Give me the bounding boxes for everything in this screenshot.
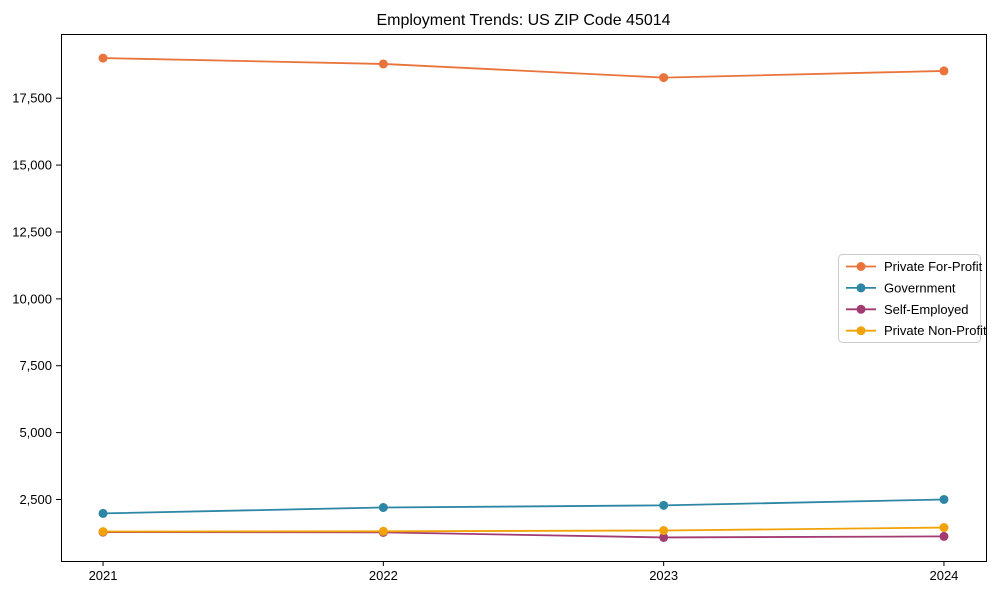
y-tick-label: 17,500 [12, 91, 52, 106]
legend-label: Private Non-Profit [884, 323, 987, 338]
legend-box [838, 254, 981, 343]
legend: Private For-Profit Government Self-Employe… [838, 254, 987, 343]
data-point-marker-private-non-profit [659, 526, 669, 536]
data-point-marker-government [378, 502, 388, 512]
y-tick-label: 7,500 [19, 358, 52, 373]
data-point-marker-government [939, 494, 949, 504]
legend-item: Private For-Profit [846, 259, 983, 274]
legend-marker [856, 326, 866, 336]
data-point-marker-private-non-profit [98, 527, 108, 537]
plot-frame [61, 34, 987, 562]
series-line-private-non-profit [103, 526, 944, 533]
x-tick-label: 2024 [929, 568, 958, 583]
data-point-marker-self-employed [939, 531, 949, 541]
legend-marker [856, 262, 866, 271]
legend-item: Government [846, 280, 956, 295]
series-line-self-employed [103, 531, 944, 539]
data-point-marker-private-for-profit [98, 53, 108, 63]
data-point-marker-self-employed [659, 532, 669, 542]
legend-marker [856, 283, 866, 293]
legend-item: Self-Employed [846, 302, 969, 317]
legend-item: Private Non-Profit [846, 323, 987, 338]
x-tick-label: 2023 [649, 568, 678, 583]
legend-label: Self-Employed [884, 302, 969, 317]
data-point-marker-private-for-profit [939, 66, 949, 76]
legend-label: Government [884, 280, 956, 295]
series-line-private-for-profit [103, 57, 944, 79]
legend-marker [856, 304, 866, 314]
data-point-marker-private-for-profit [659, 73, 669, 83]
legend-label: Private For-Profit [884, 259, 983, 274]
y-tick-label: 5,000 [19, 425, 52, 440]
chart-title: Employment Trends: US ZIP Code 45014 [376, 12, 671, 29]
x-tick-label: 2021 [89, 568, 118, 583]
x-tick-label: 2022 [369, 568, 398, 583]
series-line-government [103, 498, 944, 515]
data-point-marker-private-non-profit [378, 526, 388, 536]
data-point-marker-private-non-profit [939, 523, 949, 533]
y-tick-label: 12,500 [12, 224, 52, 239]
data-point-marker-private-for-profit [378, 59, 388, 69]
y-tick-label: 15,000 [12, 158, 52, 173]
data-point-marker-government [98, 508, 108, 518]
data-point-marker-government [659, 500, 669, 510]
y-tick-label: 2,500 [19, 492, 52, 507]
y-tick-label: 10,000 [12, 291, 52, 306]
